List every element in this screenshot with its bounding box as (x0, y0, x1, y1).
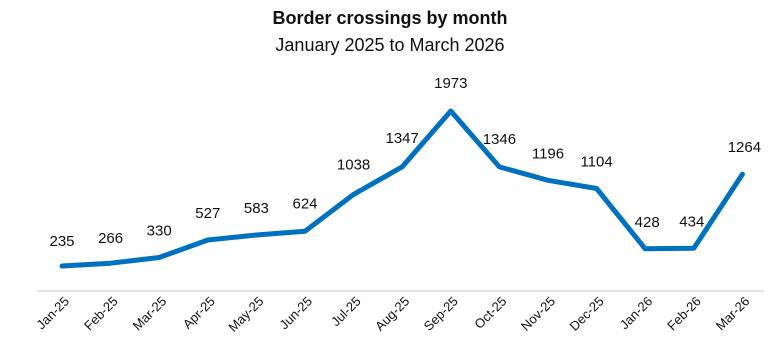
x-tick-label: Jun-25 (276, 294, 315, 333)
data-label: 235 (49, 233, 74, 250)
x-tick-label: Jan-25 (33, 294, 72, 333)
data-label: 330 (147, 223, 172, 240)
data-label: 1038 (337, 156, 370, 173)
data-label: 266 (98, 230, 123, 247)
x-tick-label: Oct-25 (471, 294, 509, 332)
data-label: 1196 (532, 145, 564, 162)
x-tick-label: Dec-25 (566, 294, 606, 334)
data-label: 624 (292, 195, 317, 212)
data-label: 1346 (483, 131, 516, 148)
data-label: 1347 (386, 130, 419, 147)
x-tick-label: Feb-26 (664, 294, 704, 334)
data-label: 583 (244, 200, 269, 217)
x-tick-label: Sep-25 (421, 294, 461, 334)
x-tick-label: Feb-25 (81, 294, 121, 334)
data-label: 428 (635, 214, 660, 231)
data-label: 527 (195, 205, 220, 222)
x-tick-label: Apr-25 (180, 294, 218, 332)
data-labels: 235 266 330 527 583 624 1038 1347 1973 1346 1196 11… (49, 75, 761, 250)
chart-subtitle: January 2025 to March 2026 (275, 35, 504, 55)
x-tick-label: Jul-25 (328, 294, 364, 330)
x-tick-label: Nov-25 (518, 294, 558, 334)
x-tick-label: Aug-25 (372, 294, 412, 334)
x-tick-labels: Jan-25 Feb-25 Mar-25 Apr-25 May-25 Jun-25 Jul-… (33, 294, 752, 335)
x-tick-label: May-25 (225, 294, 266, 335)
x-tick-label: Mar-26 (713, 294, 753, 334)
data-label: 1104 (580, 154, 612, 171)
chart-title: Border crossings by month (272, 8, 507, 28)
x-tick-label: Mar-25 (130, 294, 170, 334)
series-line (59, 108, 745, 269)
x-tick-label: Jan-26 (617, 294, 656, 333)
data-label: 434 (679, 213, 704, 230)
data-label: 1973 (434, 75, 467, 92)
data-label: 1264 (728, 139, 761, 156)
